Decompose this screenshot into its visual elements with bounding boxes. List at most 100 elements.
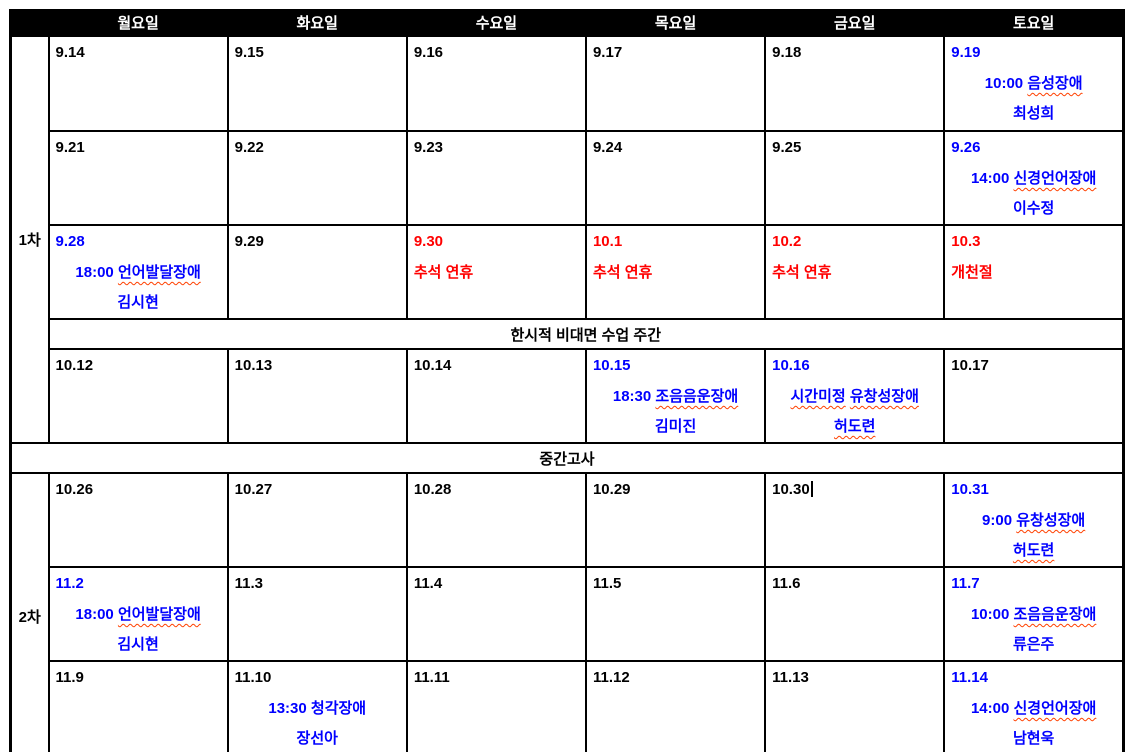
- event-line: 10:00 음성장애: [984, 75, 1083, 92]
- event-line: 류은주: [945, 630, 1122, 660]
- day-cell-10-26[interactable]: 10.26: [47, 472, 229, 568]
- cell-date: 9.25: [766, 135, 943, 164]
- date-text: 9.16: [413, 44, 444, 61]
- event-line: 시간미정 유창성장애: [766, 382, 943, 412]
- day-cell-11-13[interactable]: 11.13: [764, 660, 946, 752]
- event-line: 18:30 조음음운장애: [612, 388, 739, 405]
- day-cell-10-30[interactable]: 10.30: [764, 472, 946, 568]
- day-cell-11-6[interactable]: 11.6: [764, 566, 946, 662]
- day-cell-10-3[interactable]: 10.3 개천절: [943, 224, 1125, 320]
- day-cell-9-29[interactable]: 9.29: [226, 224, 408, 320]
- day-cell-9-22[interactable]: 9.22: [226, 130, 408, 226]
- cell-date: 10.13: [229, 353, 406, 382]
- cell-date: 9.15: [229, 40, 406, 69]
- class-schedule-table: 월요일 화요일 수요일 목요일 금요일 토요일 1차 9.14 9.15 9.16 9.17 9.1…: [9, 9, 1125, 752]
- day-cell-11-5[interactable]: 11.5: [584, 566, 767, 662]
- event-text: 추석 연휴: [413, 264, 474, 281]
- header-wednesday: 수요일: [405, 9, 587, 37]
- day-cell-11-11[interactable]: 11.11: [405, 660, 587, 752]
- cell-date: 10.17: [945, 353, 1122, 382]
- day-cell-10-2[interactable]: 10.2 추석 연휴: [764, 224, 946, 320]
- day-cell-10-1[interactable]: 10.1 추석 연휴: [584, 224, 767, 320]
- day-cell-9-16[interactable]: 9.16: [405, 35, 587, 132]
- day-cell-9-21[interactable]: 9.21: [47, 130, 229, 226]
- date-text: 10.1: [592, 233, 623, 250]
- day-cell-11-14[interactable]: 11.14 14:00 신경언어장애 남현욱: [943, 660, 1125, 752]
- cell-date: 9.23: [408, 135, 585, 164]
- cell-date: 9.24: [587, 135, 764, 164]
- spellcheck-underlined-word: 허도련: [834, 418, 876, 435]
- day-cell-11-9[interactable]: 11.9: [47, 660, 229, 752]
- day-cell-10-16[interactable]: 10.16 시간미정 유창성장애 허도련: [764, 348, 946, 444]
- day-cell-11-7[interactable]: 11.7 10:00 조음음운장애 류은주: [943, 566, 1125, 662]
- event-text: 추석 연휴: [772, 264, 832, 281]
- cell-date: 11.13: [766, 665, 943, 694]
- day-cell-10-27[interactable]: 10.27: [226, 472, 408, 568]
- cell-date: 9.14: [50, 40, 227, 69]
- weekday-header-row: 월요일 화요일 수요일 목요일 금요일 토요일: [9, 9, 1125, 37]
- cell-date: 10.31: [945, 477, 1122, 506]
- date-text: 11.11: [413, 669, 450, 686]
- cell-date: 10.14: [408, 353, 585, 382]
- day-cell-10-13[interactable]: 10.13: [226, 348, 408, 444]
- day-cell-11-12[interactable]: 11.12: [584, 660, 767, 752]
- event-text: 최성희: [1012, 105, 1055, 122]
- day-cell-10-28[interactable]: 10.28: [405, 472, 587, 568]
- event-line: 이수정: [945, 194, 1122, 224]
- day-cell-11-2[interactable]: 11.2 18:00 언어발달장애 김시현: [47, 566, 229, 662]
- date-text: 10.15: [592, 357, 631, 374]
- spellcheck-underlined-word: 신경언어장애: [1013, 700, 1097, 717]
- day-cell-9-25[interactable]: 9.25: [764, 130, 946, 226]
- day-cell-10-12[interactable]: 10.12: [47, 348, 229, 444]
- day-cell-9-15[interactable]: 9.15: [226, 35, 408, 132]
- spellcheck-underlined-word: 언어발달장애: [117, 264, 201, 281]
- event-text: 추석 연휴: [592, 264, 653, 281]
- cell-date: 10.28: [408, 477, 585, 506]
- event-text: 남현욱: [1012, 730, 1055, 747]
- day-cell-9-28[interactable]: 9.28 18:00 언어발달장애 김시현: [47, 224, 229, 320]
- day-cell-10-17[interactable]: 10.17: [943, 348, 1125, 444]
- cell-date: 9.21: [50, 135, 227, 164]
- day-cell-9-30[interactable]: 9.30 추석 연휴: [405, 224, 587, 320]
- remote-class-week-banner[interactable]: 한시적 비대면 수업 주간: [47, 318, 1125, 350]
- date-text: 10.30: [772, 481, 810, 498]
- day-cell-9-23[interactable]: 9.23: [405, 130, 587, 226]
- day-cell-11-4[interactable]: 11.4: [405, 566, 587, 662]
- cell-date: 10.30: [766, 477, 943, 506]
- event-line: 9:00 유창성장애: [982, 512, 1086, 529]
- date-text: 11.7: [951, 575, 980, 592]
- cell-date: 11.11: [408, 665, 585, 694]
- day-cell-9-14[interactable]: 9.14: [47, 35, 229, 132]
- midterm-exam-banner[interactable]: 중간고사: [9, 442, 1125, 474]
- event-text: 13:30 청각장애: [268, 700, 367, 717]
- cell-date: 11.10: [229, 665, 406, 694]
- event-line: 김미진: [587, 412, 764, 442]
- header-thursday: 목요일: [584, 9, 767, 37]
- cell-date: 10.27: [229, 477, 406, 506]
- event-line: 허도련: [766, 412, 943, 442]
- cell-date: 11.6: [766, 571, 943, 600]
- day-cell-10-14[interactable]: 10.14: [405, 348, 587, 444]
- cell-date: 11.12: [587, 665, 764, 694]
- header-friday: 금요일: [764, 9, 946, 37]
- date-text: 9.29: [234, 233, 264, 250]
- day-cell-11-3[interactable]: 11.3: [226, 566, 408, 662]
- day-cell-9-17[interactable]: 9.17: [584, 35, 767, 132]
- event-line: 장선아: [229, 724, 406, 752]
- day-cell-10-29[interactable]: 10.29: [584, 472, 767, 568]
- day-cell-9-24[interactable]: 9.24: [584, 130, 767, 226]
- event-line: 허도련: [945, 536, 1122, 566]
- day-cell-9-19[interactable]: 9.19 10:00 음성장애 최성희: [943, 35, 1125, 132]
- cell-date: 10.2: [766, 229, 943, 258]
- date-text: 9.30: [413, 233, 444, 250]
- spellcheck-underlined-word: 음성장애: [1027, 75, 1083, 92]
- cell-date: 9.28: [50, 229, 227, 258]
- day-cell-9-18[interactable]: 9.18: [764, 35, 946, 132]
- day-cell-9-26[interactable]: 9.26 14:00 신경언어장애 이수정: [943, 130, 1125, 226]
- date-text: 9.26: [951, 139, 981, 156]
- date-text: 11.9: [55, 669, 84, 686]
